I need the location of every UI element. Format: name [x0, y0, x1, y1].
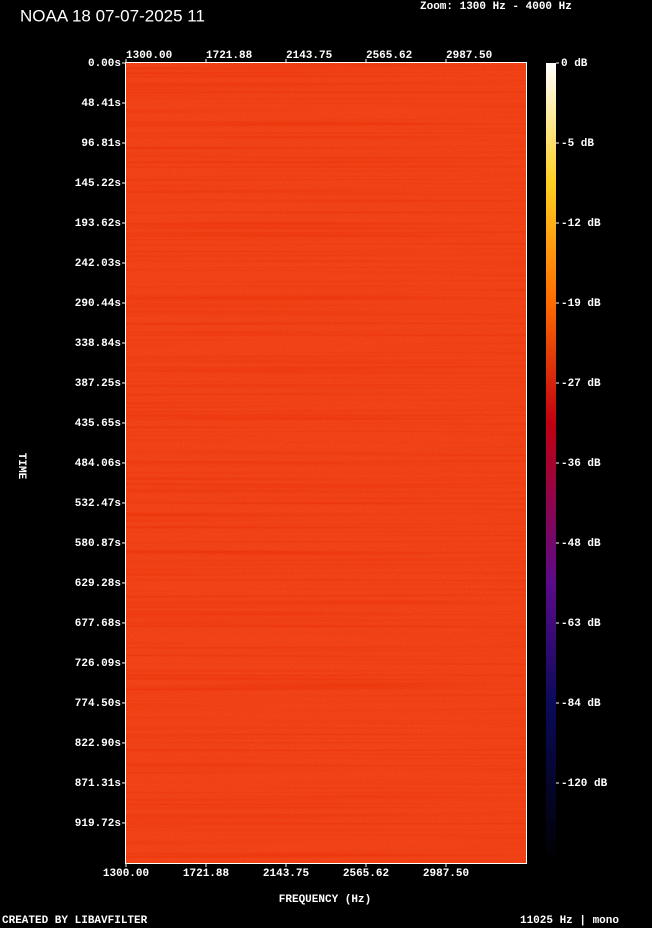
y-tick-label: 484.06s [75, 458, 121, 470]
y-tick-label: 242.03s [75, 258, 121, 270]
x-tick-label-bottom: 2987.50 [423, 868, 469, 880]
y-tick-label: 338.84s [75, 338, 121, 350]
x-tick-label-bottom: 1300.00 [103, 868, 149, 880]
y-tick-label: 96.81s [81, 138, 121, 150]
colorbar [546, 63, 556, 863]
x-tick-label-bottom: 2565.62 [343, 868, 389, 880]
y-tick-label: 580.87s [75, 538, 121, 550]
y-axis-label: TIME [15, 453, 27, 480]
footer-left: CREATED BY LIBAVFILTER [2, 915, 148, 927]
y-tick-label: 290.44s [75, 298, 121, 310]
y-tick-label: 387.25s [75, 378, 121, 390]
spectrogram-noise [126, 63, 526, 863]
colorbar-tick-label: -48 dB [561, 538, 601, 550]
y-tick-label: 822.90s [75, 738, 121, 750]
zoom-label: Zoom: 1300 Hz - 4000 Hz [420, 1, 572, 13]
y-tick-label: 145.22s [75, 178, 121, 190]
y-tick-label: 193.62s [75, 218, 121, 230]
x-tick-label-top: 1721.88 [206, 50, 253, 62]
colorbar-tick-label: -36 dB [561, 458, 601, 470]
y-tick-label: 677.68s [75, 618, 121, 630]
y-tick-label: 435.65s [75, 418, 121, 430]
colorbar-tick-label: -12 dB [561, 218, 601, 230]
x-tick-label-top: 2987.50 [446, 50, 492, 62]
x-tick-label-bottom: 2143.75 [263, 868, 310, 880]
x-tick-label-top: 1300.00 [126, 50, 172, 62]
y-tick-label: 774.50s [75, 698, 121, 710]
y-tick-label: 48.41s [81, 98, 121, 110]
colorbar-tick-label: -63 dB [561, 618, 601, 630]
colorbar-tick-label: -5 dB [561, 138, 594, 150]
y-tick-label: 726.09s [75, 658, 121, 670]
y-tick-label: 919.72s [75, 818, 121, 830]
chart-title: NOAA 18 07-07-2025 11 [20, 6, 205, 25]
x-axis-label: FREQUENCY (Hz) [279, 894, 371, 906]
footer-right: 11025 Hz | mono [520, 915, 619, 927]
colorbar-tick-label: -84 dB [561, 698, 601, 710]
colorbar-tick-label: -120 dB [561, 778, 608, 790]
colorbar-tick-label: -19 dB [561, 298, 601, 310]
colorbar-tick-label: 0 dB [561, 58, 588, 70]
y-tick-label: 871.31s [75, 778, 121, 790]
x-tick-label-top: 2143.75 [286, 50, 333, 62]
x-tick-label-top: 2565.62 [366, 50, 412, 62]
y-tick-label: 532.47s [75, 498, 121, 510]
y-tick-label: 0.00s [88, 58, 121, 70]
y-tick-label: 629.28s [75, 578, 121, 590]
x-tick-label-bottom: 1721.88 [183, 868, 230, 880]
colorbar-tick-label: -27 dB [561, 378, 601, 390]
